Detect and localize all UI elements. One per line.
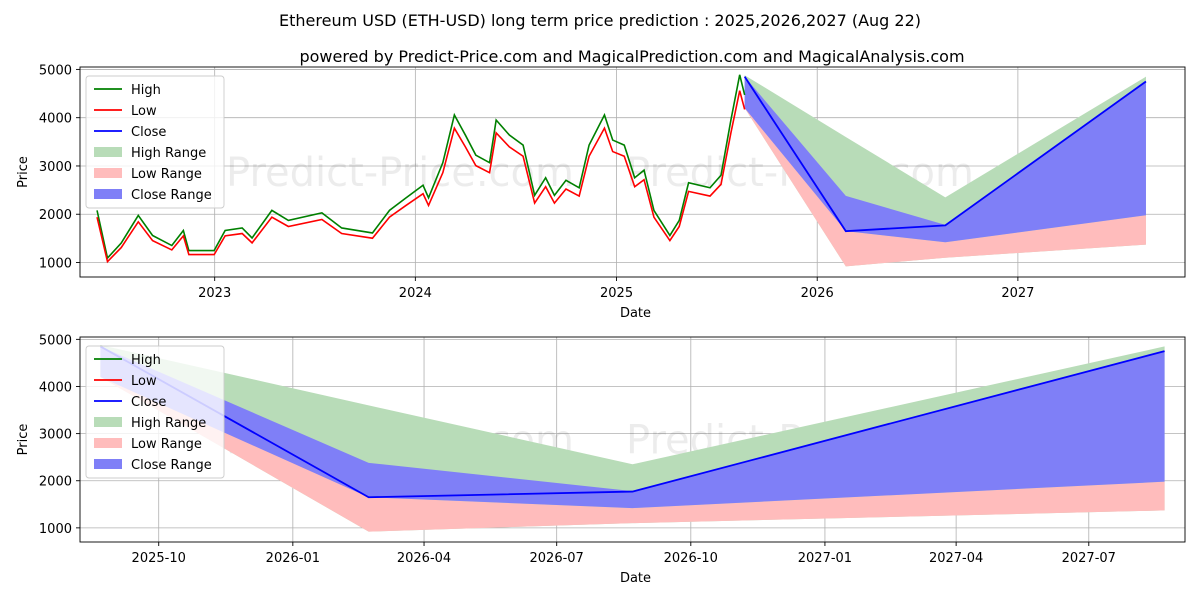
legend-label: Low Range: [131, 167, 202, 182]
axes-frame: [79, 66, 1186, 278]
y-tick-label: 1000: [39, 257, 72, 272]
legend: High Low Close High Range Low Range Close Ran…: [85, 75, 225, 209]
close-range-band: [100, 346, 1165, 509]
legend-label: Low Range: [131, 437, 202, 452]
plot-area: [99, 345, 1165, 532]
legend-label: High Range: [131, 416, 206, 431]
legend-label: Close: [131, 395, 166, 410]
chart-title: Ethereum USD (ETH-USD) long term price p…: [279, 11, 921, 30]
y-axis-label: Price: [16, 424, 31, 456]
legend-label: Close: [131, 125, 166, 140]
forecast-detail-chart: Predict-Price.comPredict-Price.com2025-1…: [16, 333, 1186, 586]
x-tick-label: 2025: [600, 286, 633, 301]
close-prediction-line: [99, 345, 1165, 499]
legend-label: High: [131, 83, 161, 98]
high-history-line: [96, 74, 746, 260]
close-prediction-line: [743, 76, 1147, 233]
y-tick-label: 2000: [39, 208, 72, 223]
y-tick-label: 1000: [39, 522, 72, 537]
y-tick-label: 2000: [39, 475, 72, 490]
x-tick-label: 2026-01: [266, 551, 320, 566]
y-tick-label: 3000: [39, 160, 72, 175]
legend-label: Close Range: [131, 458, 212, 473]
y-tick-label: 4000: [39, 380, 72, 395]
legend-swatch-close-range: [94, 459, 122, 469]
x-tick-label: 2026-07: [530, 551, 584, 566]
close-range-band: [744, 76, 1146, 243]
x-tick-label: 2027-07: [1062, 551, 1116, 566]
watermark: Predict-Price.com: [226, 150, 574, 196]
legend-swatch-high-range: [94, 147, 122, 157]
long-term-chart: Predict-Price.comPredict-Price.com202320…: [16, 63, 1186, 321]
legend: High Low Close High Range Low Range Close Ran…: [85, 345, 225, 479]
low-history-line: [96, 90, 746, 264]
legend-swatch-close-range: [94, 189, 122, 199]
x-tick-label: 2025-10: [132, 551, 186, 566]
legend-label: High Range: [131, 146, 206, 161]
y-axis-label: Price: [16, 156, 31, 188]
legend-label: High: [131, 353, 161, 368]
axes-frame: [79, 336, 1186, 543]
legend-label: Low: [131, 104, 157, 119]
x-tick-label: 2026-10: [664, 551, 718, 566]
legend-swatch-high-range: [94, 417, 122, 427]
legend-swatch-low-range: [94, 168, 122, 178]
x-axis-label: Date: [620, 306, 651, 321]
x-tick-label: 2027-01: [798, 551, 852, 566]
chart-subtitle: powered by Predict-Price.com and Magical…: [299, 47, 964, 66]
x-tick-label: 2023: [198, 286, 231, 301]
legend-label: Close Range: [131, 188, 212, 203]
x-tick-label: 2026: [801, 286, 834, 301]
x-tick-label: 2027: [1001, 286, 1034, 301]
x-tick-label: 2026-04: [397, 551, 451, 566]
x-axis-label: Date: [620, 571, 651, 586]
plot-area: [96, 74, 1147, 267]
y-tick-label: 4000: [39, 112, 72, 127]
y-tick-label: 3000: [39, 428, 72, 443]
legend-swatch-low-range: [94, 438, 122, 448]
legend-label: Low: [131, 374, 157, 389]
y-tick-label: 5000: [39, 333, 72, 348]
y-tick-label: 5000: [39, 63, 72, 78]
x-tick-label: 2024: [399, 286, 432, 301]
x-tick-label: 2027-04: [929, 551, 983, 566]
